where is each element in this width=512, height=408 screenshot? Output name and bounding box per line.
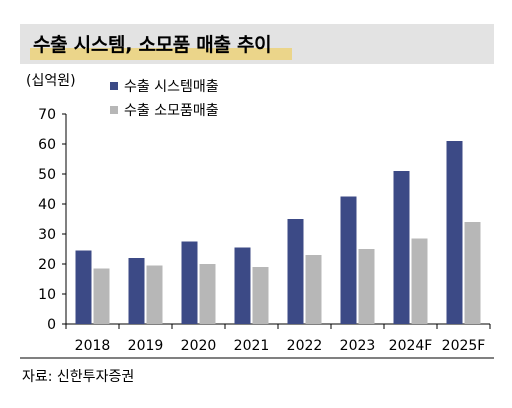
- x-tick-label: 2025F: [442, 338, 486, 354]
- x-tick-label: 2023: [340, 338, 376, 354]
- y-tick-label: 60: [38, 137, 56, 153]
- bar-consumables: [199, 264, 216, 324]
- bar-consumables: [411, 238, 428, 324]
- bar-consumables: [305, 255, 322, 324]
- x-tick-label: 2024F: [389, 338, 433, 354]
- unit-label: (십억원): [26, 73, 76, 89]
- legend: 수출 시스템매출 수출 소모품매출: [110, 76, 219, 124]
- bar-system: [128, 258, 145, 324]
- bar-system: [340, 196, 357, 324]
- title-highlight: [30, 48, 292, 60]
- x-tick-label: 2021: [234, 338, 270, 354]
- bar-consumables: [93, 268, 110, 324]
- x-tick-label: 2018: [75, 338, 111, 354]
- legend-label-consumables: 수출 소모품매출: [124, 103, 219, 119]
- bar-system: [446, 141, 463, 324]
- bar-system: [75, 250, 92, 324]
- y-tick-label: 0: [47, 317, 56, 333]
- bar-consumables: [464, 222, 481, 324]
- legend-item-system: 수출 시스템매출: [110, 76, 219, 96]
- bar-consumables: [146, 265, 163, 324]
- source-note: 자료: 신한투자증권: [22, 369, 135, 385]
- legend-swatch-consumables: [110, 106, 118, 114]
- bar-system: [181, 241, 198, 324]
- bar-consumables: [358, 249, 375, 324]
- bar-system: [234, 247, 251, 324]
- bar-system: [287, 219, 304, 324]
- legend-item-consumables: 수출 소모품매출: [110, 100, 219, 120]
- y-tick-label: 40: [38, 197, 56, 213]
- y-tick-label: 20: [38, 257, 56, 273]
- bar-system: [393, 171, 410, 324]
- bar-consumables: [252, 267, 269, 324]
- legend-swatch-system: [110, 82, 118, 90]
- y-tick-label: 10: [38, 287, 56, 303]
- x-tick-label: 2022: [287, 338, 323, 354]
- y-tick-label: 30: [38, 227, 56, 243]
- y-tick-label: 50: [38, 167, 56, 183]
- chart-title: 수출 시스템, 소모품 매출 추이: [33, 34, 272, 56]
- y-tick-label: 70: [38, 107, 56, 123]
- x-tick-label: 2020: [181, 338, 217, 354]
- legend-label-system: 수출 시스템매출: [124, 79, 219, 95]
- x-tick-label: 2019: [128, 338, 164, 354]
